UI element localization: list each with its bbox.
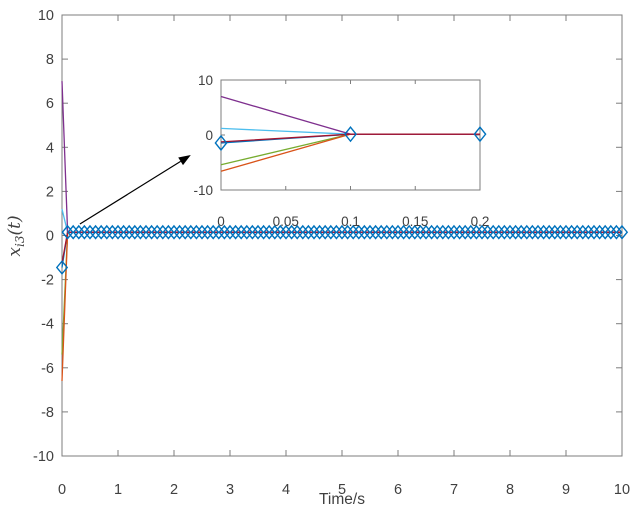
- x-axis-label: Time/s: [319, 491, 365, 508]
- main-y-tick-label: 2: [46, 184, 54, 200]
- inset-x-tick-label: 0.2: [471, 214, 490, 229]
- main-y-tick-label: -8: [41, 405, 54, 421]
- main-series-line-agent-6: [61, 231, 622, 264]
- main-y-tick-label: 10: [38, 8, 54, 24]
- y-axis-label-suffix: (t): [5, 215, 25, 235]
- y-axis-label-subscript: i3: [13, 235, 27, 247]
- zoom-arrow-line: [79, 160, 181, 225]
- inset-diamond-marker-chain-agent-1: [214, 126, 487, 152]
- main-x-tick-label: 9: [562, 482, 570, 498]
- main-y-tick-label: 6: [46, 96, 54, 112]
- y-axis-label: xi3(t): [5, 215, 27, 256]
- y-axis-label-base: x: [5, 247, 25, 257]
- main-y-tick-label: 8: [46, 52, 54, 68]
- zoom-annotation-arrow: [79, 155, 191, 225]
- inset-x-tick-label: 0.05: [273, 214, 299, 229]
- main-y-tick-label: 4: [46, 140, 54, 156]
- inset-x-tick-label: 0: [217, 214, 225, 229]
- inset-plot-box: [220, 79, 481, 191]
- main-axes: 0 1 2 3 4 5 6 7 8 9 10 -10 -8 -6 -4 -2 0 2 4 6 8 10: [33, 8, 630, 498]
- inset-y-tick-label: -10: [193, 183, 213, 198]
- main-y-tick-label: -2: [41, 273, 54, 289]
- main-y-tick-label: 0: [46, 229, 54, 245]
- main-x-tick-label: 6: [394, 482, 402, 498]
- main-x-tick-label: 5: [338, 482, 346, 498]
- main-y-tick-label: -4: [41, 317, 54, 333]
- main-series-line-agent-2: [61, 231, 622, 355]
- main-x-tick-label: 7: [450, 482, 458, 498]
- inset-x-tick-label: 0.1: [341, 214, 360, 229]
- main-x-tick-label: 8: [506, 482, 514, 498]
- inset-y-tick-label: 10: [198, 73, 213, 88]
- zoom-arrow-head: [178, 155, 191, 166]
- inset-x-tick-label: 0.15: [402, 214, 428, 229]
- main-diamond-marker-chain-agent-1: [55, 224, 629, 275]
- main-x-tick-label: 10: [614, 482, 630, 498]
- inset-axes: 0 0.05 0.1 0.15 0.2 -10 0 10: [193, 73, 489, 229]
- main-x-tick-label: 4: [282, 482, 290, 498]
- inset-series-line-agent-6: [220, 133, 480, 143]
- main-series-line-agent-3: [61, 231, 622, 382]
- main-x-tick-label: 1: [114, 482, 122, 498]
- main-y-tick-label: -6: [41, 361, 54, 377]
- inset-y-tick-label: 0: [205, 128, 213, 143]
- main-y-tick-label: -10: [33, 449, 54, 465]
- main-x-tick-label: 0: [58, 482, 66, 498]
- main-x-tick-label: 2: [170, 482, 178, 498]
- main-x-tick-label: 3: [226, 482, 234, 498]
